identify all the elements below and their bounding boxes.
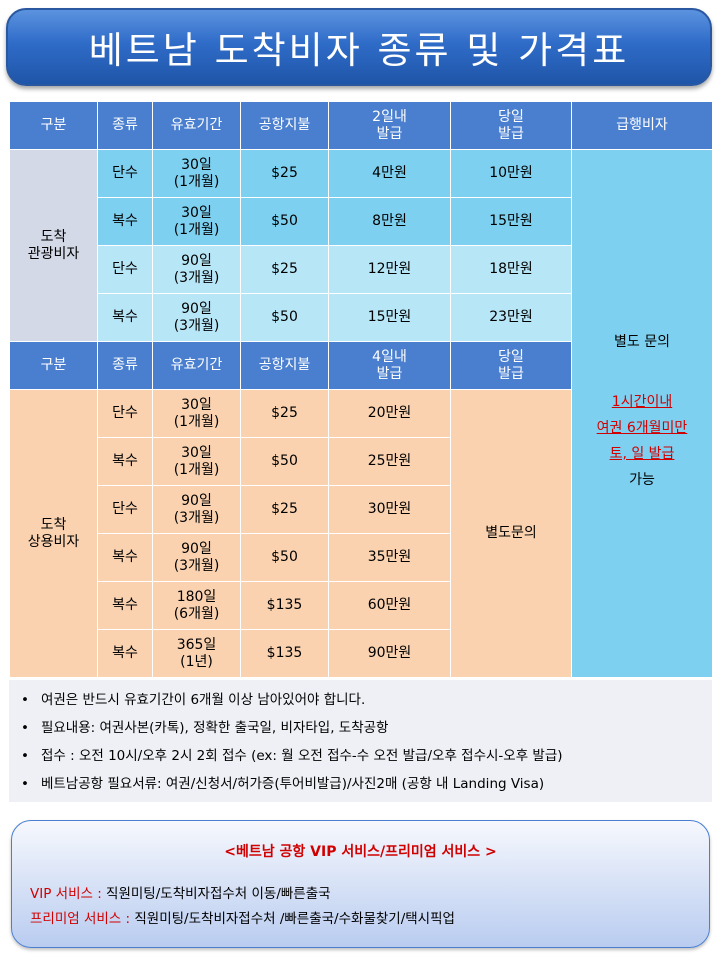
header-cell: 공항지불 [240,101,329,150]
table-row: 복수 180일 (6개월) $135 60만원 [10,581,713,630]
cell-sameday-price: 18만원 [450,245,572,294]
cell-type: 복수 [97,197,153,246]
cell-type: 단수 [97,149,153,198]
note-item: 접수 : 오전 10시/오후 2시 2회 접수 (ex: 월 오전 접수-수 오… [19,742,702,770]
table-row: 단수 90일 (3개월) $25 12만원 18만원 [10,245,713,294]
cell-fee: $50 [240,437,329,486]
table-row: 도착 관광비자 단수 30일 (1개월) $25 4만원 10만원 별도 문의 … [9,149,713,678]
cell-fee: $25 [240,389,329,438]
cell-validity: 30일 (1개월) [152,389,241,438]
cell-sameday-price: 10만원 [450,149,572,198]
cell-normal-price: 90만원 [328,629,451,678]
cell-normal-price: 60만원 [328,581,451,630]
category-tourist: 도착 관광비자 [9,149,98,342]
cell-sameday-price: 23만원 [450,293,572,342]
header-cell: 4일내 발급 [328,341,451,390]
express-inquiry: 별도 문의 [614,334,670,350]
cell-type: 복수 [97,629,153,678]
table-row: 도착 상용비자 단수 30일 (1개월) $25 20만원 별도문의 [9,389,713,678]
vip-label: VIP 서비스 : [30,886,102,902]
table-row: 복수 30일 (1개월) $50 25만원 [10,437,713,486]
vip-service-box: <베트남 공항 VIP 서비스/프리미엄 서비스 > VIP 서비스 : 직원미… [11,820,710,948]
cell-type: 복수 [97,533,153,582]
cell-validity: 180일 (6개월) [152,581,241,630]
header-cell: 유효기간 [152,341,241,390]
note-item: 베트남공항 필요서류: 여권/신청서/허가증(투어비발급)/사진2매 (공항 내… [19,770,702,798]
cell-validity: 90일 (3개월) [152,293,241,342]
express-available: 가능 [629,472,655,488]
cell-normal-price: 15만원 [328,293,451,342]
cell-fee: $50 [240,197,329,246]
vip-service-line: VIP 서비스 : 직원미팅/도착비자접수처 이동/빠른출국 [30,882,331,902]
cell-sameday-price: 15만원 [450,197,572,246]
notes-list: 여권은 반드시 유효기간이 6개월 이상 남아있어야 합니다. 필요내용: 여권… [9,680,712,802]
cell-fee: $25 [240,245,329,294]
premium-label: 프리미엄 서비스 : [30,911,131,927]
cell-fee: $25 [240,149,329,198]
header-cell: 2일내 발급 [328,101,451,150]
header-cell: 구분 [9,341,98,390]
express-visa-cell: 별도 문의 1시간이내 여권 6개월미만 토, 일 발급 가능 [571,149,713,678]
cell-normal-price: 12만원 [328,245,451,294]
vip-text: 직원미팅/도착비자접수처 이동/빠른출국 [101,886,331,902]
express-note-1: 1시간이내 [611,394,673,410]
header-cell: 종류 [97,341,153,390]
cell-type: 복수 [97,293,153,342]
table-row: 복수 365일 (1년) $135 90만원 [10,629,713,678]
visa-price-table: 구분 종류 유효기간 공항지불 2일내 발급 당일 발급 급행비자 도착 관광비… [9,101,713,678]
category-business: 도착 상용비자 [9,389,98,678]
header-cell: 공항지불 [240,341,329,390]
cell-normal-price: 30만원 [328,485,451,534]
header-cell: 유효기간 [152,101,241,150]
header-cell: 당일 발급 [450,101,572,150]
cell-normal-price: 20만원 [328,389,451,438]
cell-type: 복수 [97,437,153,486]
cell-type: 단수 [97,485,153,534]
cell-normal-price: 25만원 [328,437,451,486]
title-banner: 베트남 도착비자 종류 및 가격표 [6,8,712,86]
cell-fee: $25 [240,485,329,534]
cell-validity: 90일 (3개월) [152,485,241,534]
express-note-2: 여권 6개월미만 [596,420,688,436]
cell-validity: 90일 (3개월) [152,245,241,294]
business-sameday-inquiry: 별도문의 [450,389,572,678]
cell-type: 복수 [97,581,153,630]
cell-normal-price: 35만원 [328,533,451,582]
cell-validity: 365일 (1년) [152,629,241,678]
cell-fee: $50 [240,293,329,342]
cell-type: 단수 [97,245,153,294]
header-cell: 당일 발급 [450,341,572,390]
table-row: 복수 90일 (3개월) $50 35만원 [10,533,713,582]
express-note-3: 토, 일 발급 [609,446,675,462]
table-header-row: 구분 종류 유효기간 공항지불 4일내 발급 당일 발급 [9,341,713,390]
table-row: 복수 30일 (1개월) $50 8만원 15만원 [10,197,713,246]
cell-normal-price: 4만원 [328,149,451,198]
cell-type: 단수 [97,389,153,438]
vip-title: <베트남 공항 VIP 서비스/프리미엄 서비스 > [224,844,497,860]
cell-validity: 30일 (1개월) [152,437,241,486]
table-row: 단수 90일 (3개월) $25 30만원 [10,485,713,534]
cell-validity: 30일 (1개월) [152,149,241,198]
premium-service-line: 프리미엄 서비스 : 직원미팅/도착비자접수처 /빠른출국/수화물찾기/택시픽업 [30,907,455,927]
cell-fee: $50 [240,533,329,582]
page-title: 베트남 도착비자 종류 및 가격표 [88,29,630,72]
cell-normal-price: 8만원 [328,197,451,246]
header-cell: 급행비자 [571,101,713,150]
header-cell: 구분 [9,101,98,150]
note-item: 여권은 반드시 유효기간이 6개월 이상 남아있어야 합니다. [19,686,702,714]
table-row: 복수 90일 (3개월) $50 15만원 23만원 [10,293,713,342]
cell-validity: 30일 (1개월) [152,197,241,246]
header-cell: 종류 [97,101,153,150]
note-item: 필요내용: 여권사본(카톡), 정확한 출국일, 비자타입, 도착공항 [19,714,702,742]
cell-fee: $135 [240,581,329,630]
cell-fee: $135 [240,629,329,678]
cell-validity: 90일 (3개월) [152,533,241,582]
premium-text: 직원미팅/도착비자접수처 /빠른출국/수화물찾기/택시픽업 [130,911,455,927]
table-header-row: 구분 종류 유효기간 공항지불 2일내 발급 당일 발급 급행비자 [9,101,713,150]
